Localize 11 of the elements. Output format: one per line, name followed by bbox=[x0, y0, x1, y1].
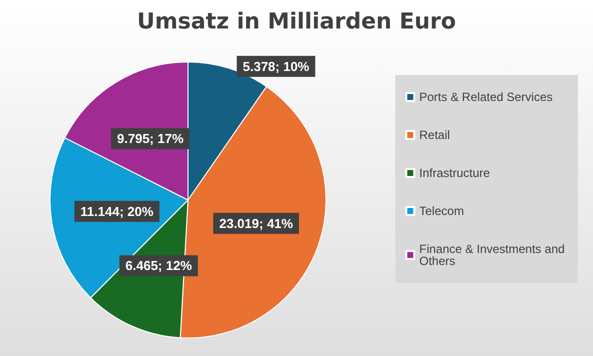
data-label: 5.378; 10% bbox=[242, 58, 310, 74]
chart-title: Umsatz in Milliarden Euro bbox=[137, 10, 456, 34]
legend-label: Telecom bbox=[419, 204, 464, 218]
data-label: 6.465; 12% bbox=[125, 258, 192, 274]
legend-label: Retail bbox=[419, 128, 450, 142]
legend-label: Finance & Investments and Others bbox=[419, 242, 568, 268]
data-label: 23.019; 41% bbox=[219, 216, 294, 231]
legend-label: Infrastructure bbox=[419, 166, 490, 180]
data-label: 9.795; 17% bbox=[117, 131, 184, 146]
data-label: 11.144; 20% bbox=[80, 204, 154, 219]
legend-label: Ports & Related Services bbox=[419, 90, 553, 104]
